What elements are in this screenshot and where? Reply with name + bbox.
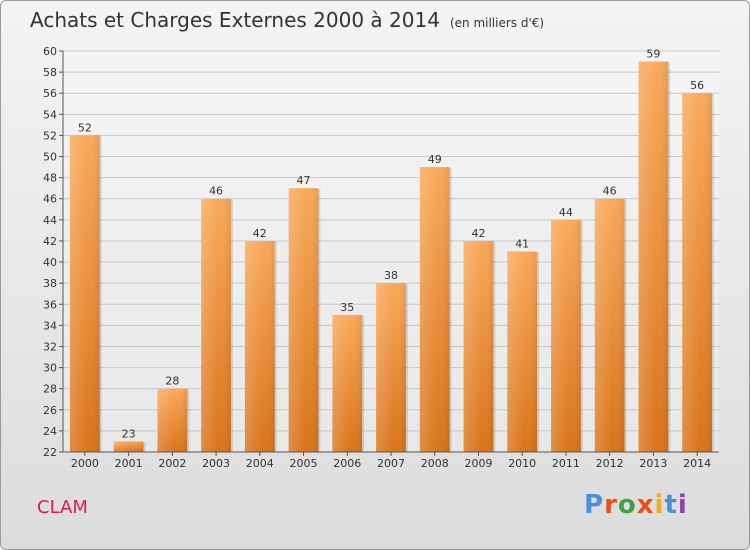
chart-unit-label: (en milliers d'€)	[449, 16, 545, 30]
x-tick-label: 2006	[333, 457, 361, 470]
y-tick-label: 22	[43, 446, 57, 459]
y-tick-label: 46	[43, 193, 57, 206]
bar-highlight	[157, 388, 188, 452]
x-tick-label: 2003	[202, 457, 230, 470]
logo-letter: i	[654, 490, 665, 520]
bar-highlight	[113, 441, 144, 452]
data-label: 47	[297, 174, 311, 187]
x-tick-label: 2012	[596, 457, 624, 470]
logo-letter: o	[617, 490, 637, 520]
y-tick-label: 60	[43, 45, 57, 58]
y-tick-label: 56	[43, 87, 57, 100]
y-tick-label: 38	[43, 277, 57, 290]
x-tick-label: 2000	[71, 457, 99, 470]
logo-letter: x	[636, 490, 655, 520]
data-label: 52	[78, 121, 92, 134]
y-tick-label: 34	[43, 319, 57, 332]
y-tick-label: 32	[43, 340, 57, 353]
x-tick-label: 2004	[246, 457, 274, 470]
data-label: 28	[165, 375, 179, 388]
data-label: 44	[559, 206, 573, 219]
data-label: 56	[690, 79, 704, 92]
bar-highlight	[682, 93, 713, 453]
y-tick-label: 40	[43, 256, 57, 269]
logo-letter: r	[604, 490, 618, 520]
bar-highlight	[288, 188, 319, 452]
proxiti-logo: Proxiti	[584, 490, 688, 520]
data-label: 23	[122, 427, 136, 440]
y-tick-label: 28	[43, 383, 57, 396]
y-tick-label: 24	[43, 425, 57, 438]
x-tick-label: 2002	[158, 457, 186, 470]
data-label: 38	[384, 269, 398, 282]
y-tick-label: 48	[43, 172, 57, 185]
data-label: 41	[515, 238, 529, 251]
bar-highlight	[419, 167, 450, 452]
bar-highlight	[638, 61, 669, 452]
y-tick-label: 36	[43, 298, 57, 311]
y-tick-label: 50	[43, 151, 57, 164]
x-tick-label: 2007	[377, 457, 405, 470]
data-label: 42	[253, 227, 267, 240]
x-tick-label: 2001	[115, 457, 143, 470]
x-tick-label: 2010	[508, 457, 536, 470]
chart-title: Achats et Charges Externes 2000 à 2014 (e…	[30, 8, 544, 32]
data-label: 49	[428, 153, 442, 166]
bar-highlight	[332, 314, 363, 452]
data-label: 46	[209, 185, 223, 198]
y-tick-label: 58	[43, 66, 57, 79]
bar-highlight	[376, 283, 406, 452]
bar-highlight	[507, 251, 538, 452]
x-tick-label: 2008	[421, 457, 449, 470]
logo-letter: P	[584, 490, 605, 520]
y-tick-label: 52	[43, 129, 57, 142]
bar-highlight	[594, 198, 625, 452]
y-tick-label: 30	[43, 362, 57, 375]
data-label: 59	[646, 48, 660, 61]
y-tick-label: 54	[43, 108, 57, 121]
data-label: 35	[340, 301, 354, 314]
logo-letter: t	[664, 490, 678, 520]
x-tick-label: 2011	[552, 457, 580, 470]
chart-title-text: Achats et Charges Externes 2000 à 2014	[30, 8, 440, 32]
y-tick-label: 44	[43, 214, 57, 227]
x-tick-label: 2009	[464, 457, 492, 470]
y-tick-label: 26	[43, 404, 57, 417]
place-name: CLAM	[37, 497, 88, 518]
bar-highlight	[463, 240, 494, 452]
y-tick-label: 42	[43, 235, 57, 248]
data-label: 46	[603, 185, 617, 198]
bar-highlight	[244, 240, 275, 452]
x-tick-label: 2005	[290, 457, 318, 470]
bar-highlight	[551, 219, 581, 452]
data-label: 42	[471, 227, 485, 240]
bar-highlight	[201, 198, 231, 452]
x-tick-label: 2014	[683, 457, 711, 470]
logo-letter: i	[677, 490, 688, 520]
x-tick-label: 2013	[639, 457, 667, 470]
bar-highlight	[69, 135, 100, 452]
